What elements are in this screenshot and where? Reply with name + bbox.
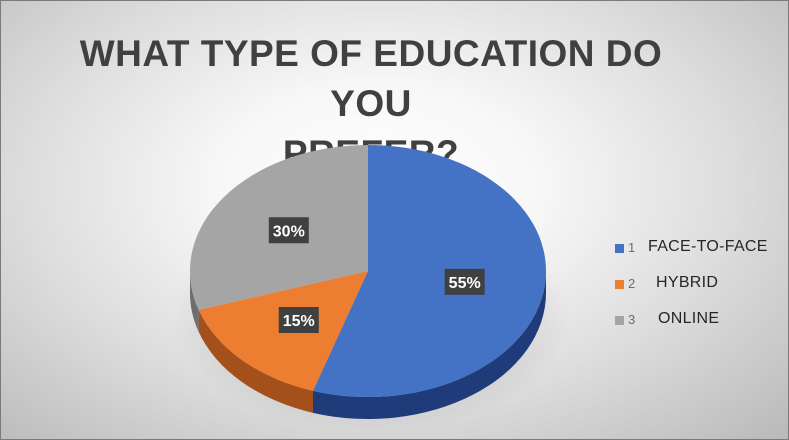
data-label-box: [444, 268, 485, 295]
pie-side-hybrid: [198, 309, 313, 413]
legend-label: ONLINE: [658, 310, 720, 327]
legend-number: 2: [628, 276, 636, 291]
pie-side-online: [190, 271, 199, 332]
legend-label: FACE-TO-FACE: [648, 238, 768, 255]
data-label-text: 30%: [273, 223, 305, 240]
legend-number: 3: [628, 312, 636, 327]
pie-depth: [190, 271, 546, 419]
legend-swatch-hybrid: [615, 280, 624, 289]
data-label-box: [268, 217, 309, 244]
data-label-face-to-face: 55%: [444, 268, 485, 295]
pie-slices: [189, 145, 546, 397]
pie-data-labels: 55% 15% 30%: [268, 217, 485, 334]
data-label-text: 55%: [449, 275, 481, 292]
legend-swatch-face-to-face: [615, 244, 624, 253]
data-label-box: [278, 307, 319, 334]
legend-swatch-online: [615, 316, 624, 325]
data-label-text: 15%: [283, 313, 315, 330]
chart-title-line-1: WHAT TYPE OF EDUCATION DO YOU: [79, 33, 663, 124]
pie-side-face-to-face: [312, 271, 546, 419]
data-label-online: 30%: [268, 217, 309, 244]
data-label-hybrid: 15%: [278, 307, 319, 334]
legend-label: HYBRID: [656, 274, 719, 291]
legend-number: 1: [628, 240, 636, 255]
pie-slice-face-to-face: [312, 145, 546, 397]
